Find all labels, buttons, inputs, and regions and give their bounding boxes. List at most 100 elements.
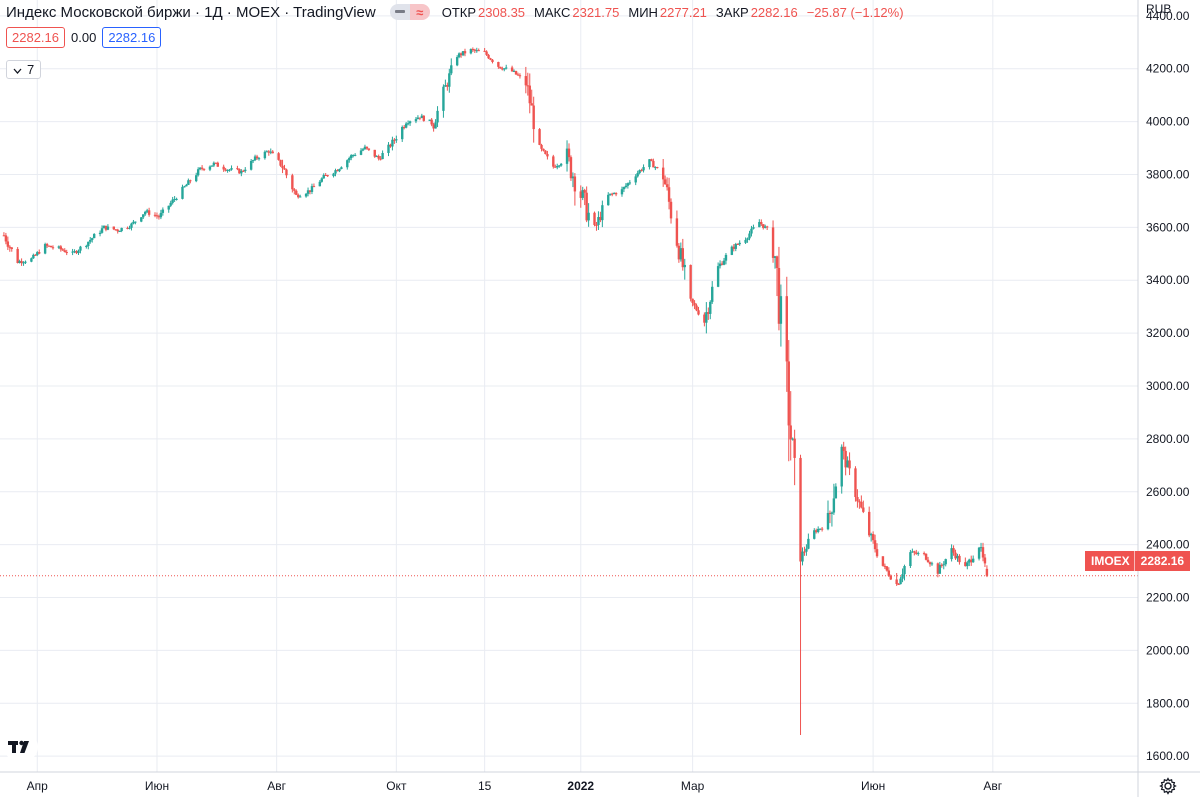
candle-body — [581, 190, 584, 198]
close-label: ЗАКР — [715, 4, 749, 20]
candle-body — [298, 196, 302, 198]
candle-body — [968, 559, 971, 563]
candle-body — [402, 126, 406, 128]
candle-body — [318, 181, 322, 187]
candle-body — [251, 160, 255, 162]
candle-body — [473, 49, 477, 51]
collapse-indicators-button[interactable]: 7 — [6, 60, 42, 79]
candle-body — [628, 182, 632, 184]
candle-body — [526, 85, 529, 87]
candle-body — [981, 547, 985, 558]
candle-body — [281, 165, 284, 169]
candle-body — [862, 507, 865, 512]
y-tick-label: 4400.00 — [1146, 9, 1190, 23]
candle-body — [789, 425, 792, 440]
candle-body — [92, 233, 96, 239]
candle-body — [159, 212, 163, 218]
candle-body — [422, 115, 426, 121]
indicator-toggle[interactable]: ≈ — [389, 4, 430, 20]
candle-body — [928, 562, 932, 565]
candle-body — [497, 62, 500, 67]
y-tick-label: 1600.00 — [1146, 749, 1190, 763]
candle-body — [114, 229, 117, 231]
candle-body — [499, 66, 502, 69]
candle-body — [503, 68, 506, 70]
symbol-title[interactable]: Индекс Московской биржи · 1Д · MOEX · Tr… — [6, 3, 376, 21]
candle-body — [51, 247, 55, 249]
candle-body — [161, 209, 165, 213]
minus-icon[interactable] — [389, 4, 410, 20]
candle-body — [338, 169, 341, 172]
candle-body — [89, 239, 92, 242]
candle-body — [102, 225, 106, 229]
y-tick-label: 2600.00 — [1146, 485, 1190, 499]
candle-body — [805, 548, 808, 552]
candle-body — [155, 215, 159, 217]
candle-body — [875, 549, 879, 557]
candle-body — [236, 168, 239, 170]
x-tick-label: Июн — [145, 779, 169, 793]
candle-body — [20, 261, 23, 264]
candle-body — [820, 528, 824, 530]
candle-body — [142, 214, 145, 218]
candle-body — [285, 169, 288, 176]
candle-body — [295, 190, 298, 195]
y-tick-label: 3000.00 — [1146, 379, 1190, 393]
candle-body — [510, 67, 514, 72]
candles — [2, 47, 989, 735]
candle-body — [913, 551, 916, 553]
candle-body — [917, 553, 920, 555]
candle-body — [505, 67, 508, 69]
candle-body — [361, 149, 365, 151]
candle-body — [293, 189, 296, 191]
candle-body — [222, 166, 225, 170]
candle-body — [395, 139, 398, 141]
candle-body — [210, 165, 214, 167]
candle-body — [744, 239, 747, 243]
candle-body — [324, 175, 327, 177]
buy-price[interactable]: 2282.16 — [102, 27, 162, 48]
candle-body — [312, 186, 316, 188]
candle-body — [834, 486, 838, 499]
candle-body — [634, 176, 637, 183]
candle-body — [573, 176, 577, 192]
candle-body — [450, 65, 453, 74]
candle-body — [530, 103, 533, 106]
candle-body — [381, 152, 384, 160]
y-tick-label: 2400.00 — [1146, 538, 1190, 552]
x-tick-label: Авг — [267, 779, 286, 793]
y-tick-label: 2800.00 — [1146, 432, 1190, 446]
candle-body — [610, 193, 614, 195]
candle-body — [112, 226, 115, 230]
x-tick-label: 15 — [478, 779, 492, 793]
candle-body — [775, 256, 779, 269]
high-value: 2321.75 — [572, 4, 620, 20]
gear-icon[interactable] — [1157, 775, 1179, 797]
candle-body — [640, 170, 643, 172]
candle-body — [65, 252, 68, 254]
candle-body — [98, 232, 102, 234]
candle-body — [607, 194, 610, 206]
candle-body — [183, 186, 186, 188]
candle-body — [367, 148, 371, 150]
candle-body — [30, 258, 33, 262]
candle-body — [216, 162, 219, 167]
sell-price[interactable]: 2282.16 — [6, 27, 65, 48]
candle-body — [599, 217, 602, 221]
candle-body — [979, 547, 983, 549]
x-tick-label: Мар — [681, 779, 705, 793]
candle-body — [620, 189, 624, 195]
candle-body — [277, 153, 280, 160]
candle-body — [430, 119, 433, 125]
candle-body — [418, 117, 422, 119]
candle-body — [322, 175, 325, 179]
open-label: ОТКР — [441, 4, 477, 20]
candle-body — [546, 154, 549, 157]
candle-body — [815, 530, 818, 532]
x-tick-label: Авг — [983, 779, 1002, 793]
tradingview-logo-icon[interactable] — [4, 733, 38, 761]
candle-body — [118, 230, 121, 232]
compare-icon[interactable]: ≈ — [409, 4, 430, 20]
candle-body — [926, 559, 930, 563]
